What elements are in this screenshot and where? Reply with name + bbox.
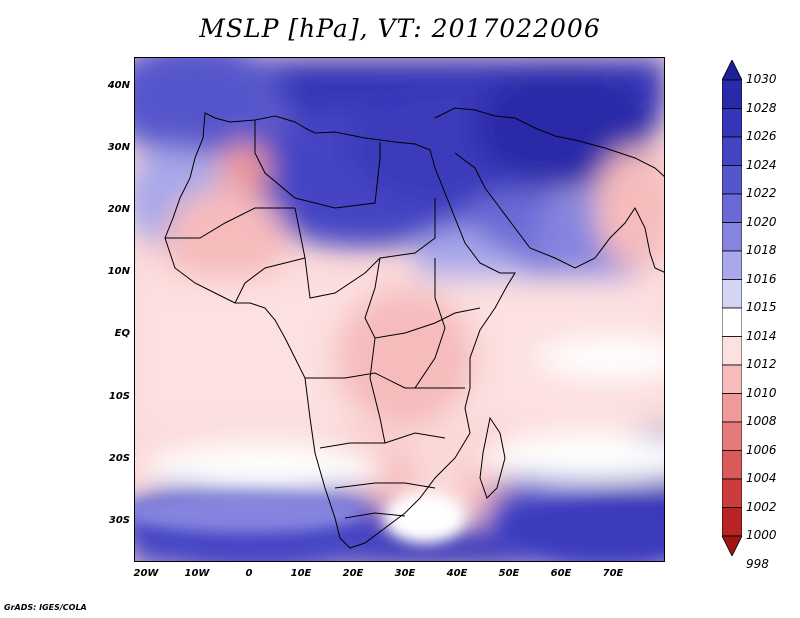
colorbar-level-label: 1024 bbox=[746, 157, 777, 172]
lon-label-30e: 30E bbox=[394, 568, 416, 579]
colorbar-swatch bbox=[722, 108, 742, 138]
colorbar-level-label: 1015 bbox=[746, 300, 777, 314]
colorbar-level-label: 1012 bbox=[746, 357, 777, 371]
lat-label-eq: EQ bbox=[114, 328, 130, 339]
colorbar-level-label: 998 bbox=[746, 556, 769, 571]
colorbar-level-label: 1016 bbox=[746, 271, 777, 286]
credit-text: GrADS: IGES/COLA bbox=[4, 603, 87, 612]
lon-label-20w: 20W bbox=[133, 568, 159, 579]
colorbar-swatch bbox=[722, 393, 742, 423]
colorbar-level-label: 1026 bbox=[746, 129, 777, 143]
colorbar-swatch bbox=[722, 478, 742, 508]
lat-label-20n: 20N bbox=[107, 204, 130, 215]
colorbar-swatch bbox=[722, 136, 742, 166]
colorbar-swatch bbox=[722, 450, 742, 480]
colorbar-swatch bbox=[722, 507, 742, 537]
colorbar-level-label: 1004 bbox=[746, 471, 777, 485]
map-panel bbox=[134, 57, 665, 562]
colorbar-level-label: 1002 bbox=[746, 499, 777, 514]
colorbar-level-label: 1000 bbox=[746, 528, 777, 542]
lat-label-30n: 30N bbox=[107, 142, 130, 153]
colorbar-level-label: 1022 bbox=[746, 186, 777, 200]
lat-label-10s: 10S bbox=[108, 391, 130, 402]
colorbar-swatch bbox=[722, 307, 742, 337]
colorbar bbox=[722, 60, 742, 556]
chart-title: MSLP [hPa], VT: 2017022006 bbox=[199, 14, 601, 43]
colorbar-arrow-bottom bbox=[722, 535, 742, 556]
pressure-field bbox=[135, 58, 664, 561]
colorbar-swatch bbox=[722, 364, 742, 394]
colorbar-level-label: 1014 bbox=[746, 328, 777, 343]
colorbar-swatch bbox=[722, 79, 742, 109]
colorbar-swatch bbox=[722, 336, 742, 366]
colorbar-level-label: 1030 bbox=[746, 72, 777, 86]
colorbar-level-label: 1028 bbox=[746, 100, 777, 115]
colorbar-level-label: 1018 bbox=[746, 243, 777, 257]
colorbar-level-label: 1010 bbox=[746, 385, 777, 400]
lon-label-70e: 70E bbox=[602, 568, 624, 579]
lat-label-20s: 20S bbox=[108, 453, 130, 464]
lon-label-20e: 20E bbox=[342, 568, 364, 579]
lon-label-0: 0 bbox=[245, 568, 253, 579]
colorbar-swatch bbox=[722, 193, 742, 223]
lon-label-40e: 40E bbox=[446, 568, 468, 579]
colorbar-level-label: 1008 bbox=[746, 414, 777, 428]
lon-label-10e: 10E bbox=[290, 568, 312, 579]
colorbar-swatch bbox=[722, 250, 742, 280]
lon-label-50e: 50E bbox=[498, 568, 520, 579]
colorbar-level-label: 1006 bbox=[746, 442, 777, 457]
lat-label-10n: 10N bbox=[107, 266, 130, 277]
colorbar-arrow-top bbox=[722, 60, 742, 81]
colorbar-swatch bbox=[722, 165, 742, 195]
lon-label-60e: 60E bbox=[550, 568, 572, 579]
lon-label-10w: 10W bbox=[184, 568, 210, 579]
colorbar-swatch bbox=[722, 222, 742, 252]
colorbar-swatch bbox=[722, 421, 742, 451]
colorbar-swatch bbox=[722, 279, 742, 309]
colorbar-level-label: 1020 bbox=[746, 214, 777, 229]
lat-label-40n: 40N bbox=[107, 80, 130, 91]
lat-label-30s: 30S bbox=[108, 515, 130, 526]
